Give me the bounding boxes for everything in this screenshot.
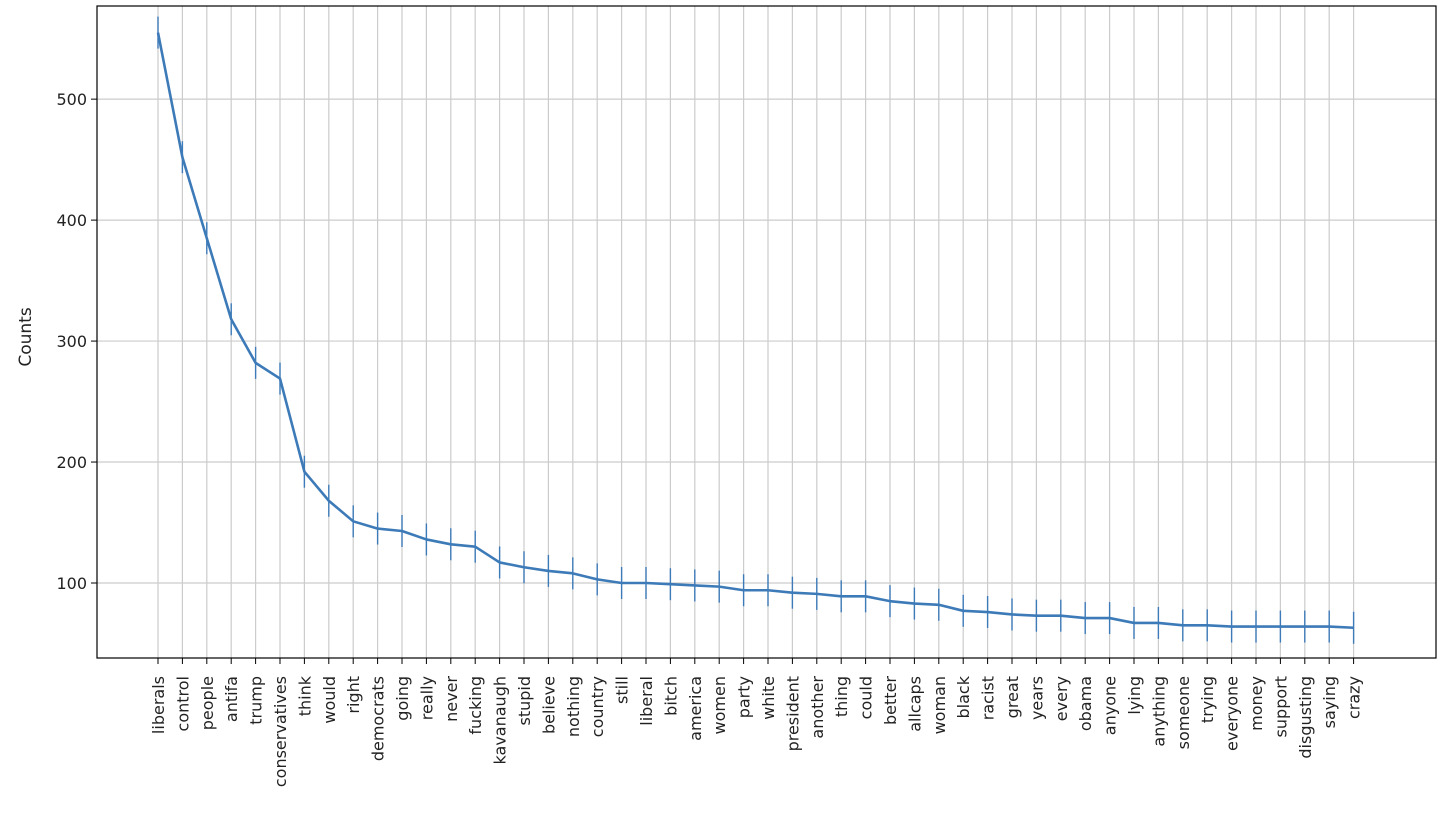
x-tick-label: still bbox=[613, 676, 632, 704]
x-tick-label: could bbox=[857, 676, 876, 719]
x-tick-label: someone bbox=[1174, 676, 1193, 749]
x-tick-label: kavanaugh bbox=[491, 676, 510, 764]
y-tick-label: 200 bbox=[56, 453, 87, 472]
y-tick-label: 400 bbox=[56, 211, 87, 230]
x-tick-label: money bbox=[1247, 676, 1266, 731]
x-axis-ticks: liberals control people antifa trump conserva… bbox=[149, 658, 1364, 787]
x-tick-label: saying bbox=[1320, 676, 1339, 728]
x-tick-label: fucking bbox=[466, 676, 485, 735]
y-tick-label: 500 bbox=[56, 90, 87, 109]
x-tick-label: trying bbox=[1198, 676, 1217, 723]
data-line-layer bbox=[156, 16, 1355, 644]
x-tick-label: white bbox=[759, 676, 778, 720]
x-tick-label: everyone bbox=[1223, 676, 1242, 751]
y-tick-label: 300 bbox=[56, 332, 87, 351]
y-axis-label: Counts bbox=[16, 307, 36, 366]
x-tick-label: anyone bbox=[1101, 676, 1120, 735]
x-tick-label: thing bbox=[832, 676, 851, 717]
x-tick-label: woman bbox=[930, 676, 949, 734]
x-tick-label: crazy bbox=[1345, 676, 1364, 719]
x-tick-label: nothing bbox=[564, 676, 583, 737]
x-tick-label: president bbox=[783, 676, 802, 751]
y-tick-label: 100 bbox=[56, 574, 87, 593]
x-tick-label: people bbox=[198, 676, 217, 730]
x-tick-label: would bbox=[320, 676, 339, 724]
x-tick-label: control bbox=[173, 676, 192, 731]
x-tick-label: liberals bbox=[149, 676, 168, 734]
x-tick-label: think bbox=[295, 675, 314, 716]
x-tick-label: bitch bbox=[661, 676, 680, 716]
x-tick-label: racist bbox=[979, 676, 998, 720]
x-tick-label: america bbox=[686, 676, 705, 741]
x-tick-label: lying bbox=[1125, 676, 1144, 715]
x-tick-label: never bbox=[442, 676, 461, 722]
x-tick-label: anything bbox=[1149, 676, 1168, 747]
x-tick-label: conservatives bbox=[271, 676, 290, 787]
x-tick-label: better bbox=[881, 676, 900, 725]
x-tick-label: believe bbox=[539, 676, 558, 734]
x-tick-label: great bbox=[1003, 676, 1022, 718]
x-tick-label: disgusting bbox=[1296, 676, 1315, 759]
x-tick-label: allcaps bbox=[905, 676, 924, 732]
x-tick-label: another bbox=[808, 676, 827, 739]
x-tick-label: right bbox=[344, 676, 363, 714]
x-tick-label: women bbox=[710, 676, 729, 734]
x-tick-label: going bbox=[393, 676, 412, 721]
x-tick-label: liberal bbox=[637, 676, 656, 726]
x-tick-label: country bbox=[588, 676, 607, 737]
x-tick-label: obama bbox=[1076, 676, 1095, 731]
series-line bbox=[156, 32, 1354, 630]
x-tick-label: really bbox=[417, 676, 436, 720]
x-tick-label: stupid bbox=[515, 676, 534, 726]
plot-frame bbox=[96, 5, 1437, 659]
x-tick-label: party bbox=[735, 676, 754, 718]
grid-lines bbox=[97, 6, 1436, 658]
y-axis-ticks: 100 200 300 400 500 bbox=[56, 90, 97, 593]
x-tick-label: years bbox=[1027, 676, 1046, 720]
x-tick-label: antifa bbox=[222, 676, 241, 722]
x-tick-label: democrats bbox=[369, 676, 388, 761]
x-tick-label: every bbox=[1052, 676, 1071, 721]
x-tick-label: black bbox=[954, 675, 973, 718]
x-tick-label: support bbox=[1271, 676, 1290, 737]
x-tick-label: trump bbox=[247, 676, 266, 725]
